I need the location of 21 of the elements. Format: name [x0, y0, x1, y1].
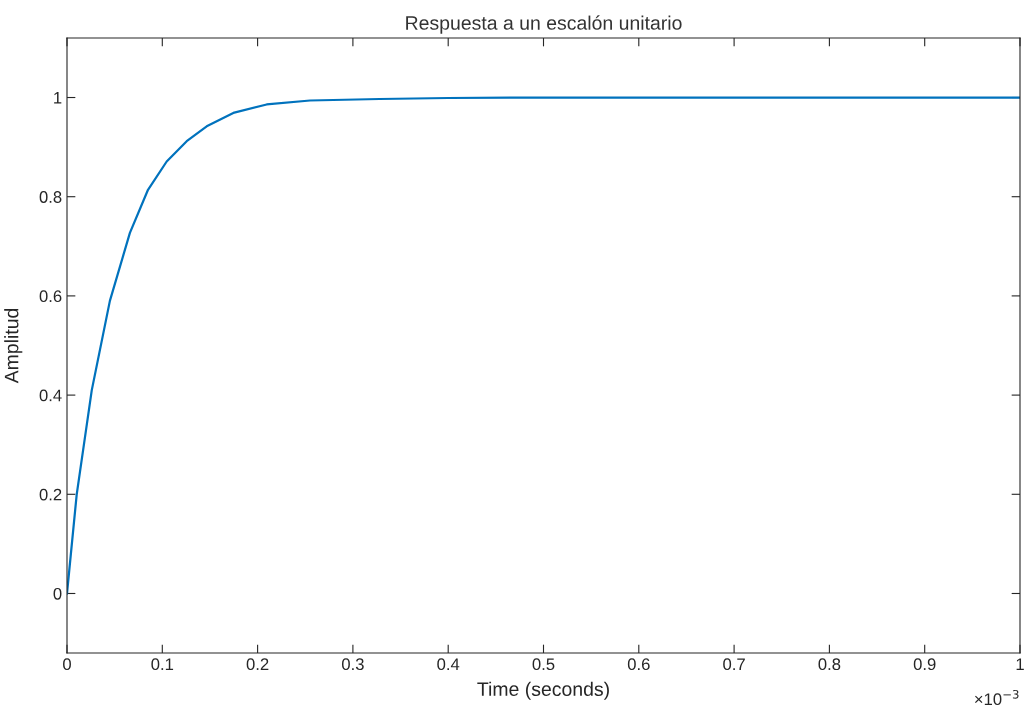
x-tick-label: 0.4	[437, 658, 460, 671]
y-tick-label: 0	[53, 587, 62, 600]
y-tick-label: 0.2	[39, 488, 62, 501]
x-axis-title: Time (seconds)	[477, 681, 609, 700]
x-tick-label: 0	[63, 658, 71, 671]
y-tick-label: 0.8	[39, 191, 62, 203]
x-tick-label: 0.7	[723, 658, 745, 671]
x-tick-label: 0.3	[341, 658, 364, 671]
y-tick-label: 0.6	[39, 290, 62, 303]
y-tick-label: 0.4	[39, 389, 62, 402]
x-tick-label: 0.8	[818, 658, 841, 671]
x-tick-label: 0.5	[532, 658, 555, 671]
y-axis-title: Amplitud	[4, 308, 23, 384]
chart-title: Respuesta a un escalón unitario	[406, 15, 682, 34]
text: ×10$^{−3}$	[974, 689, 1019, 706]
y-tick-label: 1	[54, 92, 62, 104]
x-tick-label: 1	[1016, 658, 1024, 670]
x-tick-label: 0.2	[246, 658, 269, 671]
x-tick-label: 0.1	[151, 658, 174, 671]
x-tick-label: 0.6	[627, 658, 650, 671]
x-tick-label: 0.9	[913, 658, 936, 671]
